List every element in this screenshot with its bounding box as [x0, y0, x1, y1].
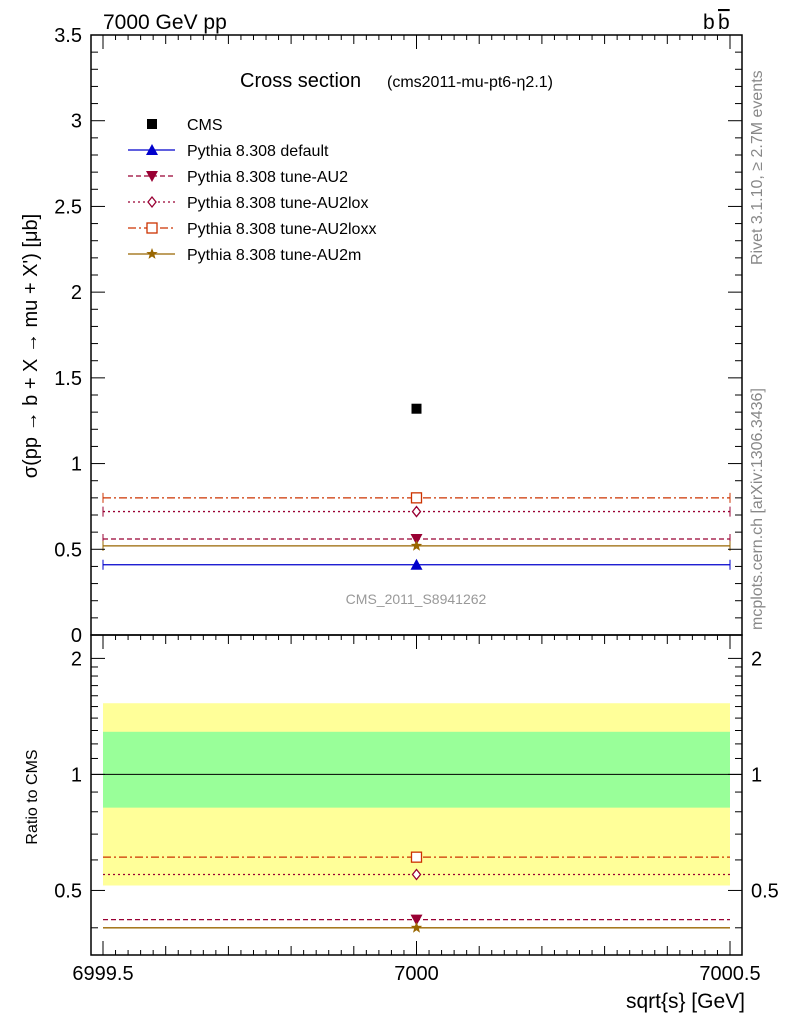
- ratio-ytick-label-2: 2: [71, 648, 82, 670]
- main-ytick-label-7: 3.5: [54, 25, 82, 47]
- xlabel: sqrt{s} [GeV]: [626, 990, 745, 1013]
- legend-marker-4: [146, 248, 158, 259]
- legend-label-cms: CMS: [187, 117, 223, 134]
- main-ytick-label-2: 1: [71, 454, 82, 476]
- legend-marker-0: [146, 144, 158, 155]
- ratio-band-inner: [103, 731, 730, 808]
- data-point-cms: [411, 403, 422, 414]
- legend-marker-cms: [147, 119, 157, 129]
- xtick-label-0: 6999.5: [72, 963, 133, 985]
- legend-marker-2: [147, 195, 157, 209]
- main-ytick-label-5: 2.5: [54, 196, 82, 218]
- ratio-ytick-label-0: 0.5: [54, 880, 82, 902]
- ratio-marker-3: [410, 851, 423, 863]
- xtick-label-2: 7000.5: [699, 963, 760, 985]
- main-marker-3: [410, 492, 423, 504]
- chart-subtitle: (cms2011-mu-pt6-η2.1): [387, 74, 553, 91]
- main-ytick-label-4: 2: [71, 282, 82, 304]
- legend-label-3: Pythia 8.308 tune-AU2loxx: [187, 221, 376, 238]
- main-marker-0: [410, 558, 423, 570]
- ratio-ytick-label-right-2: 2: [751, 648, 762, 670]
- watermark: CMS_2011_S8941262: [346, 591, 487, 607]
- main-marker-1: [410, 534, 423, 545]
- header-right-bar: b: [718, 11, 730, 34]
- legend-label-2: Pythia 8.308 tune-AU2lox: [187, 195, 368, 212]
- header-left: 7000 GeV pp: [103, 11, 227, 34]
- rivet-label: Rivet 3.1.10, ≥ 2.7M events: [749, 70, 766, 265]
- legend-marker-1: [146, 171, 158, 182]
- main-ytick-label-6: 3: [71, 111, 82, 133]
- legend-label-0: Pythia 8.308 default: [187, 143, 329, 160]
- ratio-ytick-label-right-1: 1: [751, 764, 762, 786]
- legend-label-1: Pythia 8.308 tune-AU2: [187, 169, 348, 186]
- ratio-ylabel: Ratio to CMS: [24, 749, 41, 844]
- main-marker-4: [410, 539, 423, 551]
- legend-label-4: Pythia 8.308 tune-AU2m: [187, 247, 361, 264]
- ratio-ytick-label-right-0: 0.5: [751, 880, 779, 902]
- main-ytick-label-1: 0.5: [54, 539, 82, 561]
- xtick-label-1: 7000: [394, 963, 439, 985]
- header-right: b: [703, 11, 715, 34]
- ratio-ytick-label-1: 1: [71, 764, 82, 786]
- ratio-marker-1: [410, 914, 423, 926]
- chart-title: Cross section: [240, 70, 361, 92]
- ratio-marker-4: [410, 921, 423, 933]
- main-ylabel: σ(pp → b + X → mu + X') [μb]: [20, 214, 42, 478]
- mcplots-label: mcplots.cern.ch [arXiv:1306.3436]: [749, 388, 766, 630]
- ratio-marker-2: [411, 868, 422, 881]
- legend-marker-3: [146, 222, 158, 234]
- main-ytick-label-3: 1.5: [54, 368, 82, 390]
- main-marker-2: [411, 505, 422, 518]
- main-ytick-label-0: 0: [71, 625, 82, 647]
